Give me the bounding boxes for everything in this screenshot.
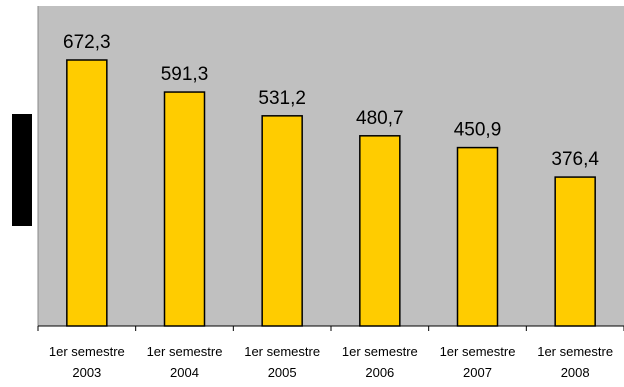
category-label-line1: 1er semestre bbox=[342, 344, 418, 359]
value-labels-group: 672,3 591,3 531,2 480,7 450,9 376,4 bbox=[63, 32, 599, 170]
bar bbox=[163, 91, 206, 327]
bar bbox=[554, 176, 596, 327]
category-label-line2: 2004 bbox=[170, 365, 199, 380]
plot-area bbox=[38, 6, 624, 326]
category-labels-group: 1er semestre 2003 1er semestre 2004 1er seme… bbox=[49, 344, 613, 380]
bar-value-label: 376,4 bbox=[551, 149, 599, 170]
category-label-line2: 2008 bbox=[561, 365, 590, 380]
category-label-line1: 1er semestre bbox=[244, 344, 320, 359]
bar bbox=[456, 146, 499, 327]
category-label-line1: 1er semestre bbox=[147, 344, 223, 359]
category-label-line2: 2003 bbox=[72, 365, 101, 380]
x-ticks-group bbox=[37, 326, 624, 331]
bar-value-label: 591,3 bbox=[161, 64, 209, 85]
category-label-line2: 2007 bbox=[463, 365, 492, 380]
category-label-line1: 1er semestre bbox=[537, 344, 613, 359]
category-label-line1: 1er semestre bbox=[49, 344, 125, 359]
category-label-line2: 2005 bbox=[268, 365, 297, 380]
bar-value-label: 531,2 bbox=[258, 88, 306, 109]
category-label-line2: 2006 bbox=[365, 365, 394, 380]
ylabel-black-box bbox=[12, 114, 32, 226]
category-label-line1: 1er semestre bbox=[440, 344, 516, 359]
bar-value-label: 672,3 bbox=[63, 32, 111, 53]
bar bbox=[261, 115, 303, 327]
bar bbox=[66, 59, 108, 327]
bar bbox=[359, 135, 401, 327]
bar-value-label: 450,9 bbox=[454, 120, 502, 141]
bar-value-label: 480,7 bbox=[356, 108, 404, 129]
